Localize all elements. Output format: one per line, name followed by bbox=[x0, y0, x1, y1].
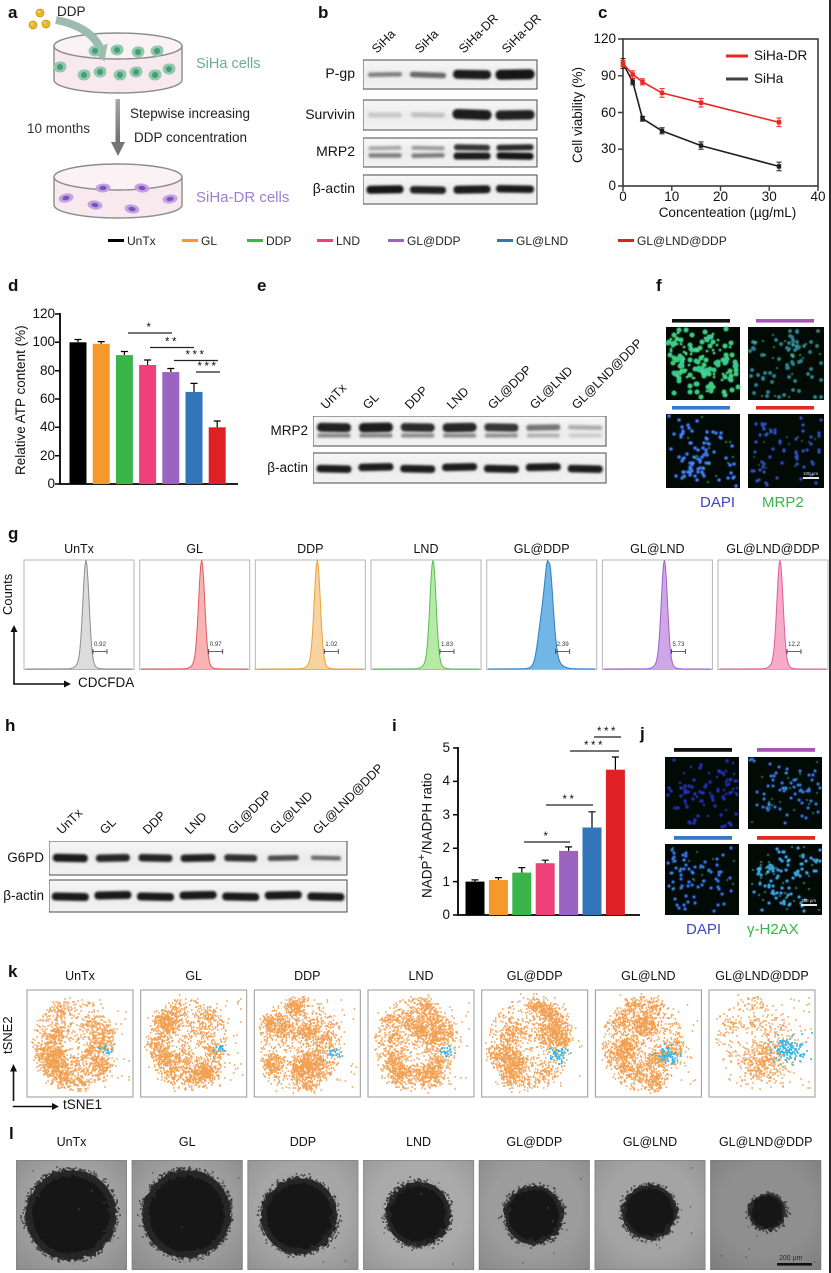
svg-text:***: *** bbox=[597, 726, 618, 738]
svg-text:**: ** bbox=[563, 794, 577, 806]
svg-text:0.92: 0.92 bbox=[94, 641, 107, 648]
svg-text:***: *** bbox=[584, 740, 605, 752]
svg-text:*: * bbox=[544, 831, 551, 843]
svg-text:5.73: 5.73 bbox=[672, 641, 685, 648]
svg-text:1.83: 1.83 bbox=[441, 641, 454, 648]
svg-text:2.39: 2.39 bbox=[557, 641, 570, 648]
svg-text:100 µm: 100 µm bbox=[801, 898, 816, 903]
svg-text:***: *** bbox=[198, 361, 219, 373]
svg-text:*: * bbox=[147, 322, 154, 334]
svg-text:***: *** bbox=[186, 350, 207, 362]
svg-text:100 µm: 100 µm bbox=[803, 471, 818, 476]
svg-text:1.02: 1.02 bbox=[325, 641, 338, 648]
svg-text:200 µm: 200 µm bbox=[779, 1255, 803, 1262]
svg-text:0.97: 0.97 bbox=[210, 641, 223, 648]
svg-text:12.2: 12.2 bbox=[788, 641, 801, 648]
svg-text:**: ** bbox=[165, 337, 179, 349]
